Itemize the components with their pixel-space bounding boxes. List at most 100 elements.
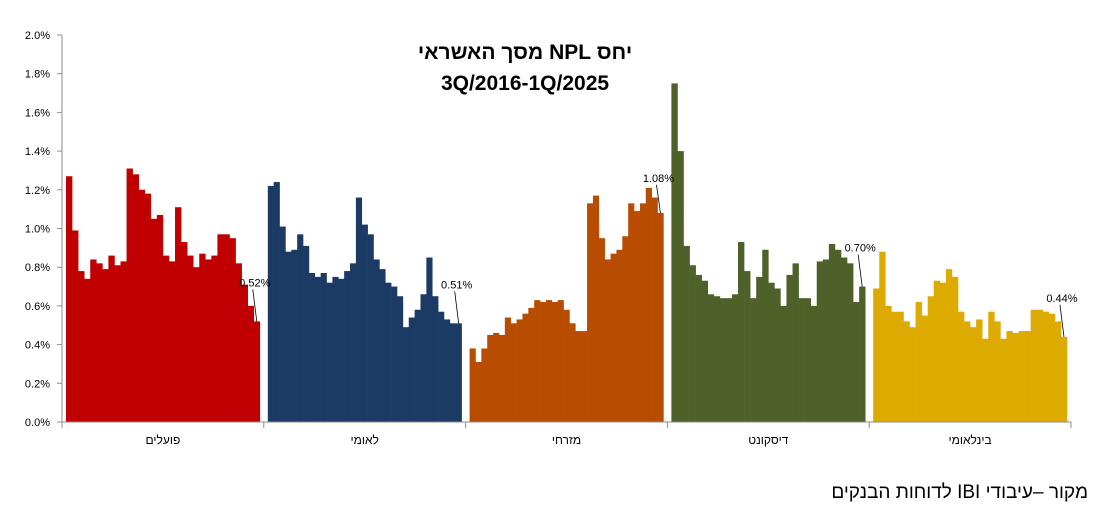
bar (701, 280, 709, 422)
bar (187, 255, 194, 422)
end-label-leader (656, 184, 661, 214)
end-label-leader (1059, 304, 1065, 337)
bar (921, 315, 929, 422)
bar (970, 327, 977, 422)
bar (1054, 321, 1062, 422)
bar (592, 195, 600, 422)
bar (175, 207, 182, 422)
y-tick-label: 2.0% (25, 30, 50, 42)
bar (108, 255, 115, 422)
end-label-leader (454, 291, 460, 324)
bar (150, 218, 158, 422)
bar (469, 348, 476, 422)
bar (326, 282, 333, 422)
bar (719, 298, 727, 422)
bar (1024, 331, 1031, 422)
bar (379, 269, 386, 422)
bar (279, 226, 286, 422)
bar (522, 313, 529, 422)
bar (493, 332, 500, 422)
y-tick-label: 0.4% (25, 340, 50, 352)
end-value-label: 0.70% (845, 243, 876, 255)
bar (414, 309, 421, 422)
bar (540, 302, 547, 422)
y-tick-label: 0.6% (25, 301, 50, 313)
bar (229, 238, 236, 422)
bar (297, 234, 304, 422)
bar (933, 280, 941, 422)
bar (373, 259, 380, 422)
bar (78, 271, 85, 422)
bar (510, 323, 517, 422)
bar (744, 271, 751, 422)
bar (193, 267, 200, 422)
bar (138, 189, 146, 422)
bar (731, 294, 739, 422)
bar (102, 269, 109, 422)
bar (988, 311, 995, 422)
y-tick-label: 1.4% (25, 146, 50, 158)
bar (205, 259, 212, 422)
bar (657, 213, 664, 422)
bar (780, 305, 787, 422)
bar (879, 251, 886, 422)
bar (695, 274, 702, 422)
end-value-label: 0.51% (441, 279, 472, 291)
bar (939, 282, 947, 422)
x-axis: פועלים לאומי מזרחי דיסקונט בינלאומי (61, 421, 1072, 447)
bar (247, 305, 255, 422)
bar (350, 263, 357, 422)
bar (516, 319, 523, 422)
category-label: בינלאומי (949, 433, 992, 447)
source-note: מקור –עיבודי IBI לדוחות הבנקים (831, 482, 1088, 503)
bar (273, 182, 280, 422)
bar (504, 317, 512, 422)
bar (786, 274, 793, 422)
bar (420, 294, 427, 422)
bar (144, 193, 152, 422)
bar (181, 242, 188, 422)
bar (689, 265, 696, 422)
y-tick-label: 1.8% (25, 69, 50, 81)
bar (211, 255, 218, 422)
bar (834, 249, 842, 422)
end-labels-layer: 0.52% 0.51% 1.08% 0.70% 0.44% (239, 173, 1078, 337)
bar-group (267, 182, 462, 423)
bar (587, 203, 594, 422)
bar (308, 273, 316, 422)
bar (634, 211, 641, 422)
bar (964, 321, 971, 422)
bar (927, 296, 935, 422)
bar (873, 288, 880, 422)
bar (162, 255, 170, 422)
bar (355, 197, 363, 422)
bar (1030, 309, 1038, 422)
bar (903, 321, 910, 422)
y-tick-label: 1.6% (25, 107, 50, 119)
bars-layer (66, 83, 1068, 423)
bar (132, 174, 139, 422)
bar (628, 203, 635, 422)
bar (915, 302, 922, 422)
end-label-leader (252, 289, 258, 322)
bar-group (873, 251, 1068, 423)
bar (651, 197, 658, 422)
bar (738, 242, 745, 422)
bar (487, 334, 494, 422)
bar (397, 296, 404, 422)
bar (72, 230, 79, 422)
y-tick-label: 1.0% (25, 224, 50, 236)
bar (762, 249, 769, 422)
bar (671, 83, 678, 423)
bar (645, 187, 652, 422)
bar (432, 296, 439, 422)
bar (994, 321, 1001, 422)
bar (957, 311, 965, 422)
bar (604, 259, 611, 422)
bar (320, 273, 327, 422)
category-label: מזרחי (552, 433, 581, 447)
bar (235, 263, 242, 422)
bar (66, 176, 73, 422)
category-label: פועלים (146, 433, 181, 447)
bar (810, 305, 818, 422)
